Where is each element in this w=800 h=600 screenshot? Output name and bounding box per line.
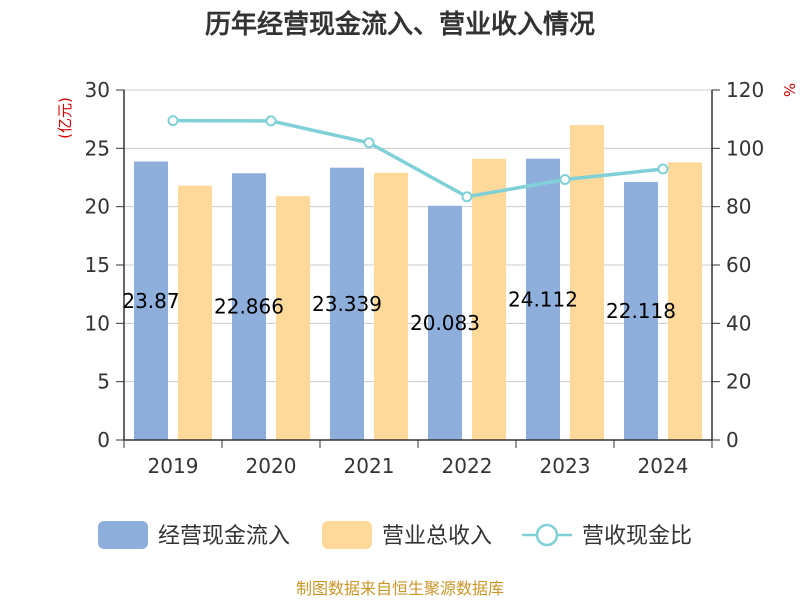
x-tick-label: 2024 (638, 454, 689, 478)
data-label: 23.339 (312, 292, 382, 316)
left-tick-label: 15 (85, 253, 110, 277)
source-note: 制图数据来自恒生聚源数据库 (296, 579, 504, 598)
bars (134, 125, 702, 441)
right-tick-label: 0 (726, 428, 739, 452)
legend-label: 经营现金流入 (158, 524, 290, 549)
grid-lines (124, 89, 712, 383)
bar (232, 173, 266, 441)
x-tick-label: 2021 (344, 454, 395, 478)
legend-label: 营收现金比 (582, 524, 692, 549)
left-tick-label: 0 (97, 428, 110, 452)
right-tick-label: 80 (726, 195, 751, 219)
axes: 0 5 10 15 20 25 30 0 20 40 60 80 100 120 2019 2020 2021 2… (85, 78, 765, 478)
data-label: 24.112 (508, 287, 578, 311)
bar (526, 158, 560, 440)
left-tick-label: 25 (85, 136, 110, 160)
line-point (363, 137, 375, 149)
bar (330, 167, 364, 440)
right-tick-label: 120 (726, 78, 764, 102)
bar (428, 205, 462, 440)
bar (668, 162, 702, 441)
line-point (167, 115, 179, 127)
legend: 经营现金流入 营业总收入 营收现金比 (98, 521, 692, 549)
bar (374, 172, 408, 441)
right-tick-label: 40 (726, 311, 751, 335)
bar (472, 158, 506, 441)
x-tick-label: 2020 (246, 454, 297, 478)
legend-label: 营业总收入 (382, 524, 492, 549)
right-tick-label: 60 (726, 253, 751, 277)
right-axis-unit: % (780, 83, 798, 97)
chart-title: 历年经营现金流入、营业收入情况 (205, 9, 595, 40)
legend-marker (535, 523, 559, 547)
left-tick-label: 5 (97, 370, 110, 394)
line-point (265, 115, 277, 127)
value-labels: 23.87 22.866 23.339 20.083 24.112 22.118 (122, 287, 676, 335)
left-tick-label: 10 (85, 311, 110, 335)
left-tick-label: 30 (85, 78, 110, 102)
bar (276, 196, 310, 440)
line-point (461, 191, 473, 203)
x-tick-label: 2019 (148, 454, 199, 478)
data-label: 22.118 (606, 299, 676, 323)
series-line (172, 118, 664, 199)
bar (624, 181, 658, 440)
bar (570, 125, 604, 440)
ratio-line (167, 115, 669, 203)
x-tick-label: 2022 (442, 454, 493, 478)
legend-swatch (322, 521, 372, 549)
bar (178, 185, 212, 440)
left-tick-label: 20 (85, 195, 110, 219)
bar (134, 161, 168, 440)
right-tick-label: 20 (726, 370, 751, 394)
x-tick-label: 2023 (540, 454, 591, 478)
line-point (559, 174, 571, 186)
data-label: 22.866 (214, 295, 284, 319)
left-axis-unit: (亿元) (56, 97, 74, 139)
legend-swatch (98, 521, 148, 549)
line-point (657, 163, 669, 175)
right-tick-label: 100 (726, 136, 764, 160)
data-label: 20.083 (410, 311, 480, 335)
data-label: 23.87 (122, 289, 179, 313)
